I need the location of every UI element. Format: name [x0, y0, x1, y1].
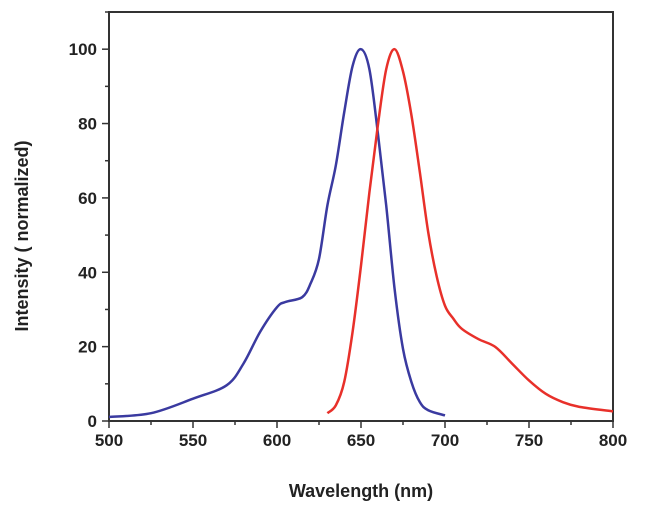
y-tick-label: 40 — [78, 263, 97, 282]
x-tick-label: 500 — [95, 431, 123, 450]
y-axis-title: Intensity ( normalized) — [12, 140, 32, 331]
y-tick-label: 20 — [78, 338, 97, 357]
series-line-1 — [108, 47, 446, 419]
x-tick-label: 650 — [347, 431, 375, 450]
plot-frame — [108, 11, 614, 422]
y-tick-label: 60 — [78, 189, 97, 208]
x-tick-label: 750 — [515, 431, 543, 450]
series-group — [108, 47, 614, 419]
y-tick-label: 80 — [78, 115, 97, 134]
x-axis-title: Wavelength (nm) — [289, 481, 433, 501]
x-tick-label: 550 — [179, 431, 207, 450]
y-tick-label: 100 — [69, 40, 97, 59]
x-tick-label: 700 — [431, 431, 459, 450]
y-tick-label: 0 — [88, 412, 97, 431]
series-line-2 — [326, 47, 614, 415]
axis-ticks: 500 550 600 650 700 750 800 0 20 40 60 80 100 — [69, 11, 627, 450]
x-tick-label: 600 — [263, 431, 291, 450]
x-tick-label: 800 — [599, 431, 627, 450]
